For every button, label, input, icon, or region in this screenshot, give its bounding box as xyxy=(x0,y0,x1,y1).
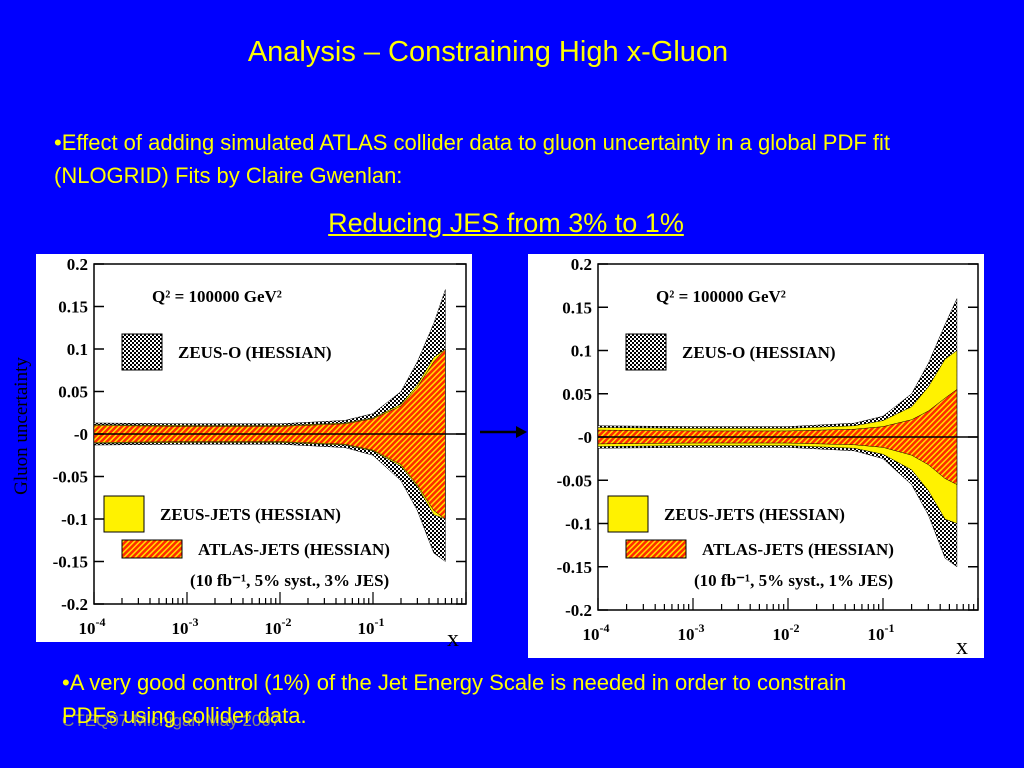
x-axis-label-left: x xyxy=(447,626,459,652)
legend-label: ZEUS-JETS (HESSIAN) xyxy=(664,505,845,524)
y-tick-label: 0.15 xyxy=(58,298,88,317)
slide-title: Analysis – Constraining High x-Gluon xyxy=(247,36,729,68)
legend-note: (10 fb⁻¹, 5% syst., 1% JES) xyxy=(694,571,893,590)
x-tick-label: 10-2 xyxy=(265,615,292,638)
q2-annotation: Q² = 100000 GeV² xyxy=(656,287,786,306)
x-tick-label: 10-1 xyxy=(358,615,385,638)
legend-label: ZEUS-O (HESSIAN) xyxy=(682,343,836,362)
x-tick-label: 10-3 xyxy=(172,615,199,638)
bullet-effect: •Effect of adding simulated ATLAS collid… xyxy=(54,130,891,188)
x-tick-label: 10-3 xyxy=(678,621,705,644)
y-tick-label: -0.1 xyxy=(565,515,592,534)
bullet-conclusion: •A very good control (1%) of the Jet Ene… xyxy=(62,670,847,728)
legend-swatch xyxy=(121,539,183,559)
x-tick-label: 10-4 xyxy=(79,615,106,638)
legend-label: ATLAS-JETS (HESSIAN) xyxy=(198,540,390,559)
y-tick-label: -0.15 xyxy=(557,558,592,577)
y-tick-label: -0 xyxy=(74,425,88,444)
y-tick-label: -0.2 xyxy=(565,601,592,620)
y-tick-label: 0.2 xyxy=(571,255,592,274)
legend-swatch xyxy=(121,333,163,371)
y-tick-label: 0.1 xyxy=(571,342,592,361)
legend-label: ZEUS-JETS (HESSIAN) xyxy=(160,505,341,524)
footer-text: CTEQ07 Michigan May 2007 xyxy=(62,711,281,730)
y-tick-label: -0.15 xyxy=(53,553,88,572)
y-tick-label: 0.05 xyxy=(562,385,592,404)
x-tick-label: 10-1 xyxy=(868,621,895,644)
legend-label: ZEUS-O (HESSIAN) xyxy=(178,343,332,362)
y-tick-label: 0.2 xyxy=(67,255,88,274)
chart-left: 0.2 0.15 0.1 0.05 -0 -0.05 -0.1 -0.15 -0.210-4 10… xyxy=(53,255,467,638)
y-tick-label: -0.05 xyxy=(53,468,88,487)
y-tick-label: -0 xyxy=(578,428,592,447)
legend-swatch xyxy=(103,495,145,533)
y-tick-label: -0.2 xyxy=(61,595,88,614)
x-axis-label-right: x xyxy=(956,634,968,660)
chart-panel-left: 0.2 0.15 0.1 0.05 -0 -0.05 -0.1 -0.15 -0.2 10-4 10… xyxy=(36,254,472,642)
y-axis-label: Gluon uncertainty xyxy=(11,357,32,495)
y-tick-label: 0.05 xyxy=(58,383,88,402)
x-tick-label: 10-4 xyxy=(583,621,610,644)
legend-swatch xyxy=(607,495,649,533)
right-arrow-icon xyxy=(480,426,527,438)
y-tick-label: -0.05 xyxy=(557,471,592,490)
x-tick-label: 10-2 xyxy=(773,621,800,644)
chart-panel-right: 0.2 0.15 0.1 0.05 -0 -0.05 -0.1 -0.15 -0.2 10-4 10… xyxy=(528,254,984,658)
y-tick-label: 0.15 xyxy=(562,298,592,317)
legend-swatch xyxy=(625,539,687,559)
q2-annotation: Q² = 100000 GeV² xyxy=(152,287,282,306)
chart-right: 0.2 0.15 0.1 0.05 -0 -0.05 -0.1 -0.15 -0.210-4 10… xyxy=(557,255,979,644)
legend-label: ATLAS-JETS (HESSIAN) xyxy=(702,540,894,559)
y-tick-label: -0.1 xyxy=(61,510,88,529)
legend-swatch xyxy=(625,333,667,371)
legend-note: (10 fb⁻¹, 5% syst., 3% JES) xyxy=(190,571,389,590)
slide-subtitle: Reducing JES from 3% to 1% xyxy=(328,208,684,238)
y-tick-label: 0.1 xyxy=(67,340,88,359)
